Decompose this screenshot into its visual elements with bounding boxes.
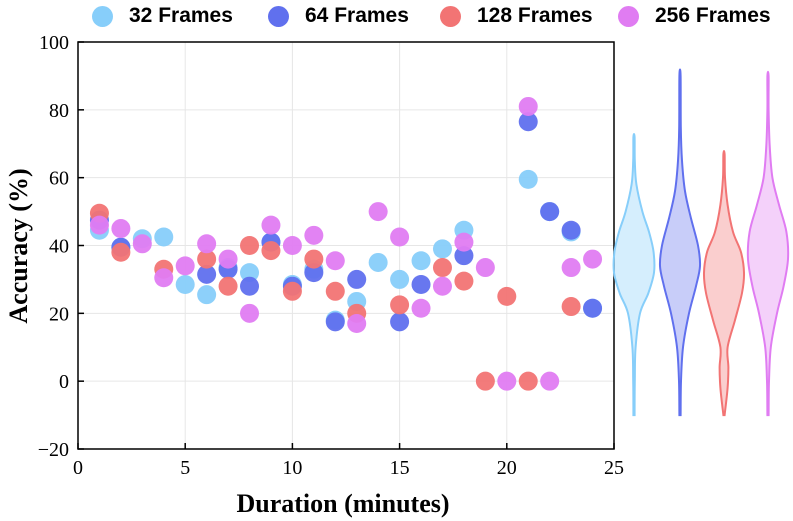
legend-label-64-frames: 64 Frames <box>305 4 409 27</box>
point-256-frames <box>175 256 195 276</box>
point-64-frames <box>197 264 217 284</box>
legend-marker-128-frames <box>440 5 461 27</box>
y-tick-label: 40 <box>49 236 69 258</box>
point-256-frames <box>89 215 109 235</box>
y-tick-label: −20 <box>38 439 69 461</box>
point-256-frames <box>347 314 367 334</box>
point-64-frames <box>325 312 345 332</box>
point-256-frames <box>497 371 517 391</box>
point-256-frames <box>240 303 260 323</box>
point-256-frames <box>583 249 603 269</box>
point-256-frames <box>282 236 302 255</box>
point-256-frames <box>518 96 538 116</box>
point-128-frames <box>325 281 345 301</box>
point-256-frames <box>390 227 410 247</box>
violin-32-frames <box>612 133 656 417</box>
point-128-frames <box>518 371 538 391</box>
point-128-frames <box>261 241 281 261</box>
legend-item-32-frames: 32 Frames <box>92 2 233 30</box>
point-32-frames <box>240 263 260 283</box>
point-256-frames <box>540 371 560 391</box>
point-32-frames <box>411 251 431 271</box>
legend-marker-32-frames <box>92 5 113 27</box>
point-128-frames <box>497 286 517 306</box>
point-32-frames <box>518 169 538 189</box>
point-64-frames <box>347 269 367 289</box>
point-64-frames <box>390 312 410 332</box>
point-64-frames <box>561 220 581 240</box>
point-128-frames <box>240 236 260 255</box>
y-tick-label: 100 <box>39 32 69 54</box>
x-tick-label: 20 <box>497 457 517 479</box>
point-128-frames <box>475 371 495 391</box>
point-128-frames <box>432 258 452 278</box>
x-tick-label: 0 <box>73 457 83 479</box>
point-32-frames <box>154 227 174 247</box>
point-256-frames <box>154 268 174 288</box>
data-points <box>89 96 603 391</box>
legend-label-128-frames: 128 Frames <box>477 4 593 27</box>
violin-256-frames <box>746 70 790 417</box>
legend-label-32-frames: 32 Frames <box>129 4 233 27</box>
point-128-frames <box>390 295 410 315</box>
point-128-frames <box>282 281 302 301</box>
legend: 32 Frames 64 Frames 128 Frames 256 Frame… <box>0 0 793 32</box>
y-tick-label: 20 <box>49 303 69 325</box>
point-256-frames <box>111 219 131 239</box>
point-256-frames <box>197 234 217 254</box>
point-128-frames <box>197 249 217 269</box>
legend-marker-256-frames <box>618 5 639 27</box>
point-64-frames <box>518 112 538 132</box>
point-256-frames <box>368 202 388 222</box>
x-tick-label: 25 <box>604 457 624 479</box>
point-256-frames <box>561 258 581 278</box>
point-256-frames <box>261 215 281 235</box>
y-tick-label: 0 <box>59 371 69 393</box>
legend-item-64-frames: 64 Frames <box>268 2 409 30</box>
legend-marker-64-frames <box>268 5 289 27</box>
legend-item-128-frames: 128 Frames <box>440 2 593 30</box>
x-tick-label: 15 <box>390 457 410 479</box>
point-64-frames <box>454 246 474 266</box>
point-64-frames <box>583 298 603 318</box>
point-64-frames <box>411 275 431 295</box>
point-256-frames <box>475 258 495 278</box>
y-tick-label: 60 <box>49 168 69 190</box>
point-32-frames <box>368 252 388 272</box>
legend-item-256-frames: 256 Frames <box>618 2 771 30</box>
point-32-frames <box>390 269 410 289</box>
point-32-frames <box>432 239 452 259</box>
point-128-frames <box>454 271 474 291</box>
point-128-frames <box>218 276 238 296</box>
point-32-frames <box>175 275 195 295</box>
violin-plots <box>612 68 790 417</box>
point-256-frames <box>132 234 152 254</box>
y-tick-label: 80 <box>49 100 69 122</box>
point-128-frames <box>304 249 324 269</box>
point-256-frames <box>411 298 431 318</box>
point-128-frames <box>111 242 131 262</box>
violin-128-frames <box>702 149 746 417</box>
point-256-frames <box>218 249 238 269</box>
point-256-frames <box>432 276 452 296</box>
point-128-frames <box>561 297 581 317</box>
point-64-frames <box>240 276 260 296</box>
x-axis-title: Duration (minutes) <box>236 489 449 518</box>
point-256-frames <box>304 225 324 245</box>
x-tick-label: 10 <box>282 457 302 479</box>
point-64-frames <box>540 202 560 222</box>
y-axis-title: Accuracy (%) <box>4 168 33 323</box>
point-256-frames <box>454 232 474 252</box>
x-tick-label: 5 <box>180 457 190 479</box>
legend-label-256-frames: 256 Frames <box>655 4 771 27</box>
point-64-frames <box>304 263 324 283</box>
point-256-frames <box>325 251 345 271</box>
point-32-frames <box>197 285 217 305</box>
plot-frame <box>77 41 615 450</box>
violin-64-frames <box>658 68 702 417</box>
